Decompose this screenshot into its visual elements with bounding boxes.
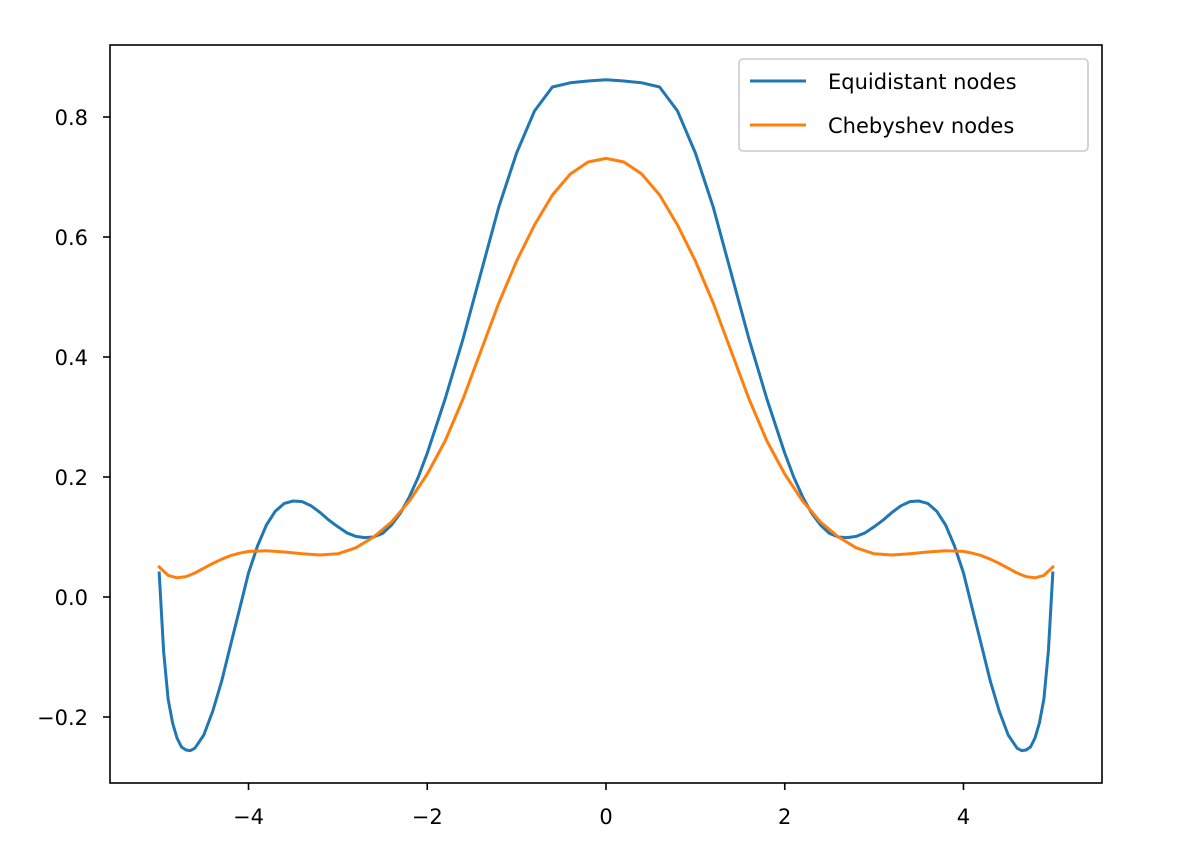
x-tick-label: −4 [233, 805, 264, 829]
y-tick-label: −0.2 [37, 706, 88, 730]
series-line-equidistant [157, 78, 1055, 753]
y-tick-label: 0.0 [55, 586, 88, 610]
y-tick-label: 0.6 [55, 226, 88, 250]
x-axis-ticks: −4 −2 0 2 4 [233, 783, 970, 829]
y-tick-label: 0.4 [55, 346, 88, 370]
legend: Equidistant nodes Chebyshev nodes [738, 58, 1089, 152]
x-tick-label: 0 [599, 805, 612, 829]
y-axis-ticks: −0.2 0.0 0.2 0.4 0.6 0.8 [37, 106, 110, 730]
y-tick-label: 0.8 [55, 106, 88, 130]
series-line-chebyshev [157, 156, 1055, 580]
legend-frame [738, 58, 1089, 152]
legend-label-chebyshev: Chebyshev nodes [828, 114, 1014, 138]
x-tick-label: 2 [778, 805, 791, 829]
y-tick-label: 0.2 [55, 466, 88, 490]
x-tick-label: 4 [957, 805, 970, 829]
x-tick-label: −2 [412, 805, 443, 829]
series-layer [157, 78, 1055, 753]
legend-label-equidistant: Equidistant nodes [828, 70, 1017, 94]
